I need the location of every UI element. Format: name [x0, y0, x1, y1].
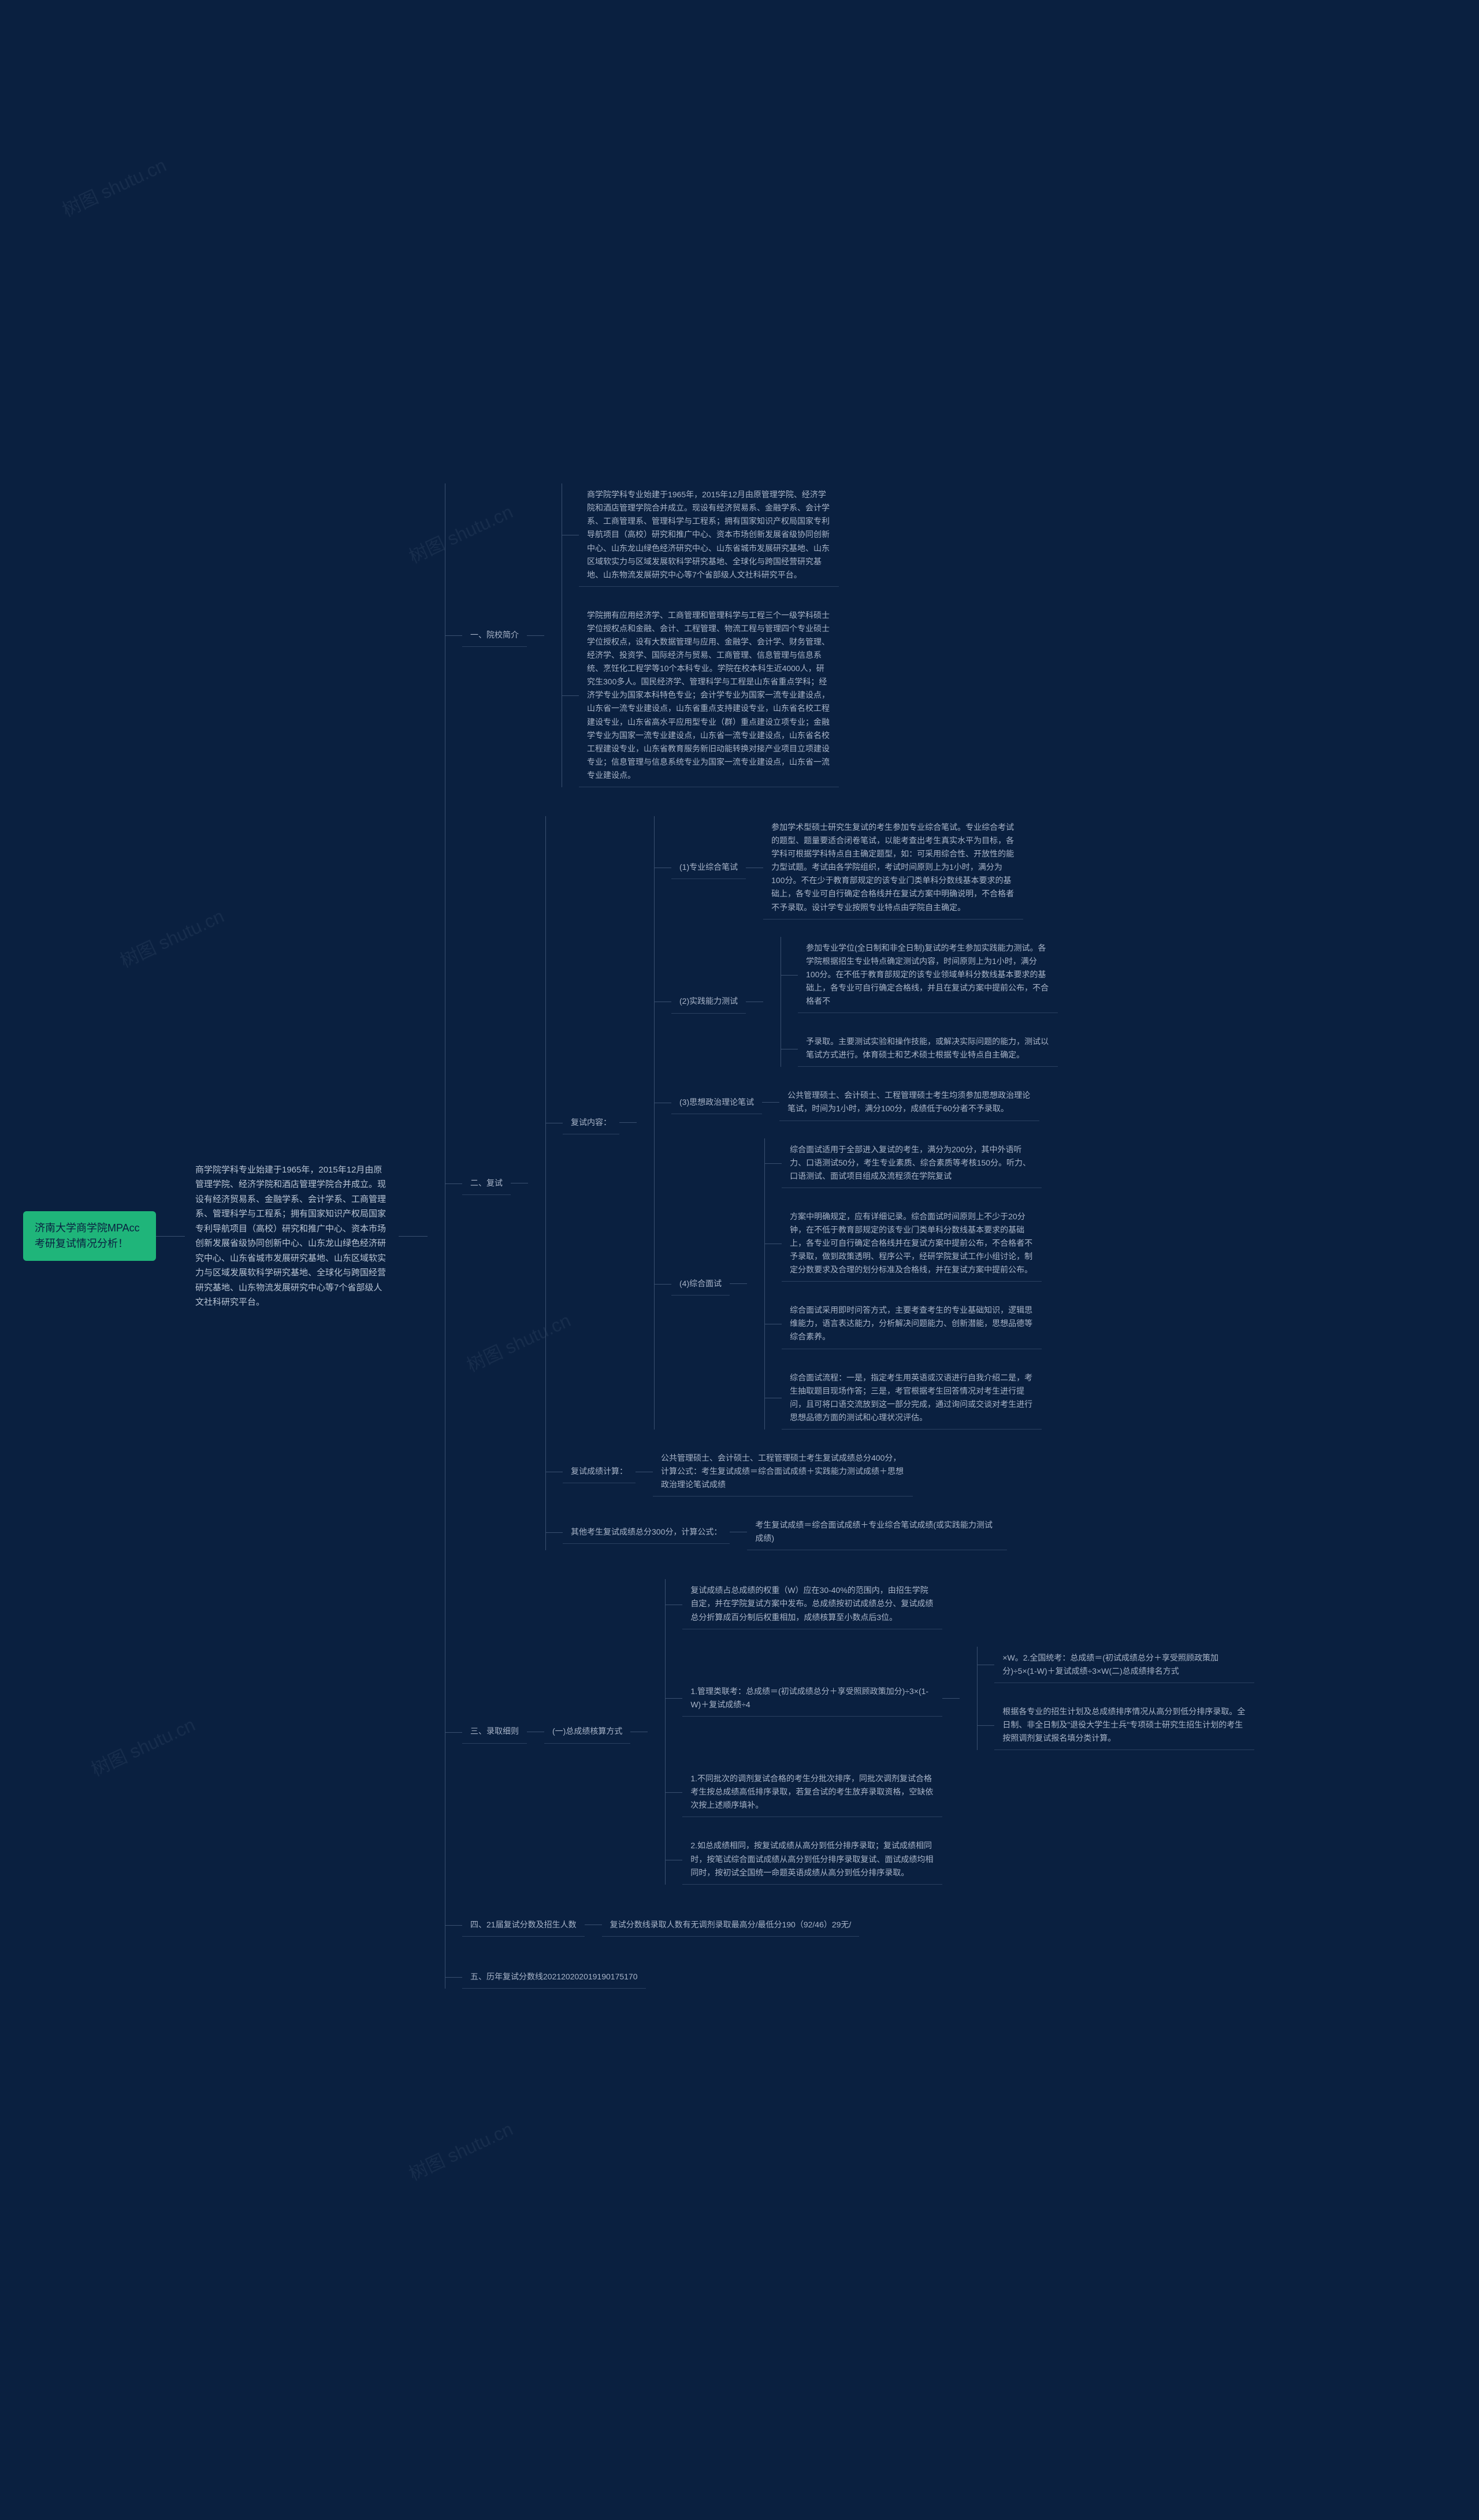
root-node[interactable]: 济南大学商学院MPAcc考研复试情况分析！	[23, 1211, 156, 1261]
c2-title[interactable]: (2)实践能力测试	[671, 990, 746, 1013]
s3-sub-row: (一)总成绩核算方式 复试成绩占总成绩的权重（W）应在30-40%的范围内，由招…	[544, 1579, 1254, 1884]
other-text[interactable]: 考生复试成绩＝综合面试成绩＋专业综合笔试成绩(或实践能力测试成绩)	[747, 1514, 1007, 1550]
section-5-title[interactable]: 五、历年复试分数线20212020201919017​5170	[462, 1966, 646, 1989]
section-4-row: 四、21届复试分数及招生人数 复试分数线录取人数有无调剂录取最高分/最低分190…	[462, 1914, 1254, 1937]
section-3-row: 三、录取细则 (一)总成绩核算方式 复试成绩占总成绩的权重（W）应在30-40%…	[462, 1579, 1254, 1884]
other-title[interactable]: 其他考生复试成绩总分300分，计算公式：	[563, 1521, 730, 1544]
c4-text-2[interactable]: 方案中明确规定，应有详细记录。综合面试时间原则上不少于20分钟，在不低于教育部规…	[782, 1205, 1042, 1282]
mindmap-container: 济南大学商学院MPAcc考研复试情况分析！ 商学院学科专业始建于1965年，20…	[12, 23, 1467, 2449]
connector	[977, 1725, 994, 1726]
connector	[545, 1532, 563, 1533]
connector	[399, 1236, 428, 1237]
c1-text[interactable]: 参加学术型硕士研究生复试的考生参加专业综合笔试。专业综合考试的题型、题量要适合闭…	[763, 816, 1023, 920]
fushi-content-row: 复试内容： (1)专业综合笔试 参加学术型硕士研究生复试的考生参加专业综合笔试。…	[563, 816, 1058, 1430]
connector	[445, 1925, 462, 1926]
connector	[654, 1284, 671, 1285]
connector	[619, 1122, 637, 1123]
connector	[730, 1283, 747, 1284]
s3-t2-title[interactable]: 1.管理类联考：总成绩＝(初试成绩总分＋享受照顾政策加分)÷3×(1-W)＋复试…	[682, 1680, 942, 1717]
section-3-title[interactable]: 三、录取细则	[462, 1720, 527, 1743]
c4-t4-row: 综合面试流程：一是，指定考生用英语或汉语进行自我介绍二是，考生抽取题目现场作答；…	[782, 1367, 1042, 1430]
s3-t2-c1-row: ×W。2.全国统考：总成绩＝(初试成绩总分＋享受照顾政策加分)÷5×(1-W)＋…	[994, 1647, 1254, 1683]
c4-text-3[interactable]: 综合面试采用即时问答方式，主要考查考生的专业基础知识，逻辑思维能力，语言表达能力…	[782, 1299, 1042, 1349]
connector	[781, 975, 798, 976]
c2-t2-row: 予录取。主要测试实验和操作技能，或解决实际问题的能力，测试以笔试方式进行。体育硕…	[798, 1030, 1058, 1067]
connector	[665, 1792, 682, 1793]
c2-text-1[interactable]: 参加专业学位(全日制和非全日制)复试的考生参加实践能力测试。各学院根据招生专业特…	[798, 937, 1058, 1013]
s3-t2-c1[interactable]: ×W。2.全国统考：总成绩＝(初试成绩总分＋享受照顾政策加分)÷5×(1-W)＋…	[994, 1647, 1254, 1683]
s3-t2-children: ×W。2.全国统考：总成绩＝(初试成绩总分＋享受照顾政策加分)÷5×(1-W)＋…	[994, 1647, 1254, 1750]
fushi-content-children: (1)专业综合笔试 参加学术型硕士研究生复试的考生参加专业综合笔试。专业综合考试…	[671, 816, 1058, 1430]
connector	[156, 1236, 185, 1237]
c3-row: (3)思想政治理论笔试 公共管理硕士、会计硕士、工程管理硕士考生均须参加思想政治…	[671, 1084, 1058, 1121]
s1-intro-2[interactable]: 学院拥有应用经济学、工商管理和管理科学与工程三个一级学科硕士学位授权点和金融、会…	[579, 604, 839, 787]
connector	[445, 1977, 462, 1978]
s3-t2-row: 1.管理类联考：总成绩＝(初试成绩总分＋享受照顾政策加分)÷3×(1-W)＋复试…	[682, 1647, 1254, 1750]
connector	[942, 1698, 960, 1699]
fushi-content-title[interactable]: 复试内容：	[563, 1111, 619, 1134]
section-1-children: 商学院学科专业始建于1965年，2015年12月由原管理学院、经济学院和酒店管理…	[579, 483, 839, 787]
other-row: 其他考生复试成绩总分300分，计算公式： 考生复试成绩＝综合面试成绩＋专业综合笔…	[563, 1514, 1058, 1550]
c4-title[interactable]: (4)综合面试	[671, 1272, 730, 1296]
section-4-title[interactable]: 四、21届复试分数及招生人数	[462, 1914, 585, 1937]
s3-t4-row: 2.如总成绩相同，按复试成绩从高分到低分排序录取；复试成绩相同时，按笔试综合面试…	[682, 1834, 1254, 1884]
s3-t2-c2[interactable]: 根据各专业的招生计划及总成绩排序情况从高分到低分排序录取。全日制、非全日制及"退…	[994, 1700, 1254, 1750]
s3-text-1[interactable]: 复试成绩占总成绩的权重（W）应在30-40%的范围内，由招生学院自定，并在学院复…	[682, 1579, 942, 1629]
c4-text-4[interactable]: 综合面试流程：一是，指定考生用英语或汉语进行自我介绍二是，考生抽取题目现场作答；…	[782, 1367, 1042, 1430]
c2-t1-row: 参加专业学位(全日制和非全日制)复试的考生参加实践能力测试。各学院根据招生专业特…	[798, 937, 1058, 1013]
s3-children: 复试成绩占总成绩的权重（W）应在30-40%的范围内，由招生学院自定，并在学院复…	[682, 1579, 1254, 1884]
connector	[527, 635, 544, 636]
s4-text[interactable]: 复试分数线录取人数有无调剂录取最高分/最低分190（92/46）29无/	[602, 1914, 860, 1937]
s1-intro-1[interactable]: 商学院学科专业始建于1965年，2015年12月由原管理学院、经济学院和酒店管理…	[579, 483, 839, 587]
c4-children: 综合面试适用于全部进入复试的考生，满分为200分，其中外语听力、口语测试50分，…	[782, 1138, 1042, 1430]
sections-column: 一、院校简介 商学院学科专业始建于1965年，2015年12月由原管理学院、经济…	[462, 483, 1254, 1989]
c4-row: (4)综合面试 综合面试适用于全部进入复试的考生，满分为200分，其中外语听力、…	[671, 1138, 1058, 1430]
level1-summary[interactable]: 商学院学科专业始建于1965年，2015年12月由原管理学院、经济学院和酒店管理…	[185, 1155, 399, 1318]
s3-sub-title[interactable]: (一)总成绩核算方式	[544, 1720, 630, 1743]
score-row: 复试成绩计算： 公共管理硕士、会计硕士、工程管理硕士考生复试成绩总分400分，计…	[563, 1447, 1058, 1497]
c4-t3-row: 综合面试采用即时问答方式，主要考查考生的专业基础知识，逻辑思维能力，语言表达能力…	[782, 1299, 1042, 1349]
c4-t1-row: 综合面试适用于全部进入复试的考生，满分为200分，其中外语听力、口语测试50分，…	[782, 1138, 1042, 1188]
connector	[445, 1732, 462, 1733]
c1-title[interactable]: (1)专业综合笔试	[671, 856, 746, 879]
section-1-row: 一、院校简介 商学院学科专业始建于1965年，2015年12月由原管理学院、经济…	[462, 483, 1254, 787]
c2-children: 参加专业学位(全日制和非全日制)复试的考生参加实践能力测试。各学院根据招生专业特…	[798, 937, 1058, 1067]
root-container: 济南大学商学院MPAcc考研复试情况分析！ 商学院学科专业始建于1965年，20…	[23, 483, 1254, 1989]
c1-row: (1)专业综合笔试 参加学术型硕士研究生复试的考生参加专业综合笔试。专业综合考试…	[671, 816, 1058, 920]
connector	[445, 635, 462, 636]
section-2-children: 复试内容： (1)专业综合笔试 参加学术型硕士研究生复试的考生参加专业综合笔试。…	[563, 816, 1058, 1550]
connector	[665, 1698, 682, 1699]
s1-c1-row: 商学院学科专业始建于1965年，2015年12月由原管理学院、经济学院和酒店管理…	[579, 483, 839, 587]
score-text[interactable]: 公共管理硕士、会计硕士、工程管理硕士考生复试成绩总分400分，计算公式：考生复试…	[653, 1447, 913, 1497]
connector	[764, 1163, 782, 1164]
s3-text-3[interactable]: 1.不同批次的调剂复试合格的考生分批次排序，同批次调剂复试合格考生按总成绩高低排…	[682, 1767, 942, 1817]
s3-text-4[interactable]: 2.如总成绩相同，按复试成绩从高分到低分排序录取；复试成绩相同时，按笔试综合面试…	[682, 1834, 942, 1884]
c4-text-1[interactable]: 综合面试适用于全部进入复试的考生，满分为200分，其中外语听力、口语测试50分，…	[782, 1138, 1042, 1188]
c3-text[interactable]: 公共管理硕士、会计硕士、工程管理硕士考生均须参加思想政治理论笔试，时间为1小时，…	[779, 1084, 1039, 1121]
c2-text-2[interactable]: 予录取。主要测试实验和操作技能，或解决实际问题的能力，测试以笔试方式进行。体育硕…	[798, 1030, 1058, 1067]
section-1-title[interactable]: 一、院校简介	[462, 624, 527, 647]
score-title[interactable]: 复试成绩计算：	[563, 1460, 636, 1483]
s3-t1-row: 复试成绩占总成绩的权重（W）应在30-40%的范围内，由招生学院自定，并在学院复…	[682, 1579, 1254, 1629]
s3-t3-row: 1.不同批次的调剂复试合格的考生分批次排序，同批次调剂复试合格考生按总成绩高低排…	[682, 1767, 1254, 1817]
s1-c2-row: 学院拥有应用经济学、工商管理和管理科学与工程三个一级学科硕士学位授权点和金融、会…	[579, 604, 839, 787]
section-5-row: 五、历年复试分数线20212020201919017​5170	[462, 1966, 1254, 1989]
connector	[562, 695, 579, 696]
c4-t2-row: 方案中明确规定，应有详细记录。综合面试时间原则上不少于20分钟，在不低于教育部规…	[782, 1205, 1042, 1282]
s3-t2-c2-row: 根据各专业的招生计划及总成绩排序情况从高分到低分排序录取。全日制、非全日制及"退…	[994, 1700, 1254, 1750]
connector	[762, 1102, 779, 1103]
c3-title[interactable]: (3)思想政治理论笔试	[671, 1091, 762, 1114]
connector	[445, 1183, 462, 1184]
section-2-row: 二、复试 复试内容： (1)专业综合笔试	[462, 816, 1254, 1550]
section-2-title[interactable]: 二、复试	[462, 1172, 511, 1195]
c2-row: (2)实践能力测试 参加专业学位(全日制和非全日制)复试的考生参加实践能力测试。…	[671, 937, 1058, 1067]
